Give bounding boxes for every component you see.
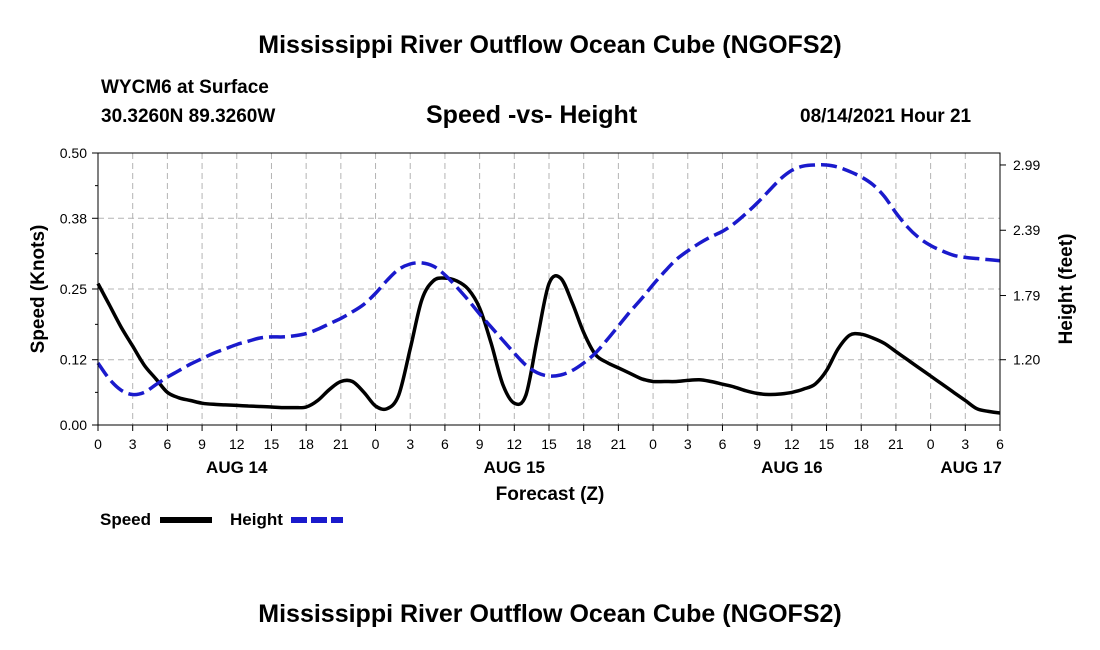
x-tick-label: 9: [476, 436, 484, 452]
x-tick-label: 3: [961, 436, 969, 452]
y-axis-title: Speed (Knots): [28, 225, 49, 354]
y-tick-label: 0.25: [60, 281, 87, 297]
x-tick-label: 12: [229, 436, 245, 452]
x-tick-label: 0: [927, 436, 935, 452]
y2-tick-label: 2.39: [1013, 222, 1040, 238]
series-line-speed: [96, 274, 1001, 415]
datetime-label: 08/14/2021 Hour 21: [800, 106, 972, 127]
x-tick-label: 0: [94, 436, 102, 452]
x-tick-label: 18: [298, 436, 314, 452]
x-tick-label: 0: [649, 436, 657, 452]
x-tick-label: 0: [372, 436, 380, 452]
series-line-height: [96, 163, 1001, 397]
y-tick-label: 0.00: [60, 417, 87, 433]
x-tick-label: 6: [441, 436, 449, 452]
x-tick-label: 3: [684, 436, 692, 452]
y2-axis-title: Height (feet): [1056, 234, 1077, 345]
x-tick-label: 15: [819, 436, 835, 452]
x-day-label: AUG 14: [206, 458, 268, 477]
legend-label-speed: Speed: [100, 510, 151, 529]
legend-label-height: Height: [230, 510, 283, 529]
x-tick-label: 6: [996, 436, 1004, 452]
x-tick-label: 12: [784, 436, 800, 452]
x-tick-label: 18: [576, 436, 592, 452]
coordinates-label: 30.3260N 89.3260W: [101, 106, 276, 127]
x-tick-label: 3: [129, 436, 137, 452]
x-day-label: AUG 16: [761, 458, 822, 477]
y-tick-label: 0.12: [60, 352, 87, 368]
series-lines: [96, 163, 1001, 415]
x-tick-label: 21: [888, 436, 904, 452]
x-day-label: AUG 15: [484, 458, 545, 477]
chart-title-top: Mississippi River Outflow Ocean Cube (NG…: [258, 31, 842, 59]
x-tick-label: 18: [853, 436, 869, 452]
x-tick-label: 12: [507, 436, 523, 452]
x-tick-label: 15: [541, 436, 557, 452]
y2-tick-label: 1.20: [1013, 352, 1040, 368]
x-tick-label: 3: [406, 436, 414, 452]
x-tick-label: 15: [264, 436, 280, 452]
x-tick-label: 6: [163, 436, 171, 452]
station-label: WYCM6 at Surface: [101, 77, 269, 98]
x-tick-label: 9: [198, 436, 206, 452]
chart-heading: Speed -vs- Height: [426, 101, 638, 129]
y2-tick-label: 2.99: [1013, 157, 1040, 173]
x-axis-title: Forecast (Z): [496, 484, 605, 505]
chart-title-bottom: Mississippi River Outflow Ocean Cube (NG…: [258, 600, 842, 628]
x-tick-label: 9: [753, 436, 761, 452]
grid-lines: [98, 153, 1000, 425]
x-day-label: AUG 17: [940, 458, 1001, 477]
y2-tick-label: 1.79: [1013, 288, 1040, 304]
x-tick-label: 21: [333, 436, 349, 452]
x-tick-label: 6: [719, 436, 727, 452]
y-tick-label: 0.50: [60, 145, 87, 161]
y-tick-label: 0.38: [60, 210, 87, 226]
legend: Speed Height: [100, 510, 343, 529]
x-tick-label: 21: [611, 436, 627, 452]
axes: 0 3 6 9 12 15 18 21 0 3 6 9 12 15 18 21 0 3 6 9 12 15 18 21 0 3 6 0…: [28, 145, 1077, 505]
